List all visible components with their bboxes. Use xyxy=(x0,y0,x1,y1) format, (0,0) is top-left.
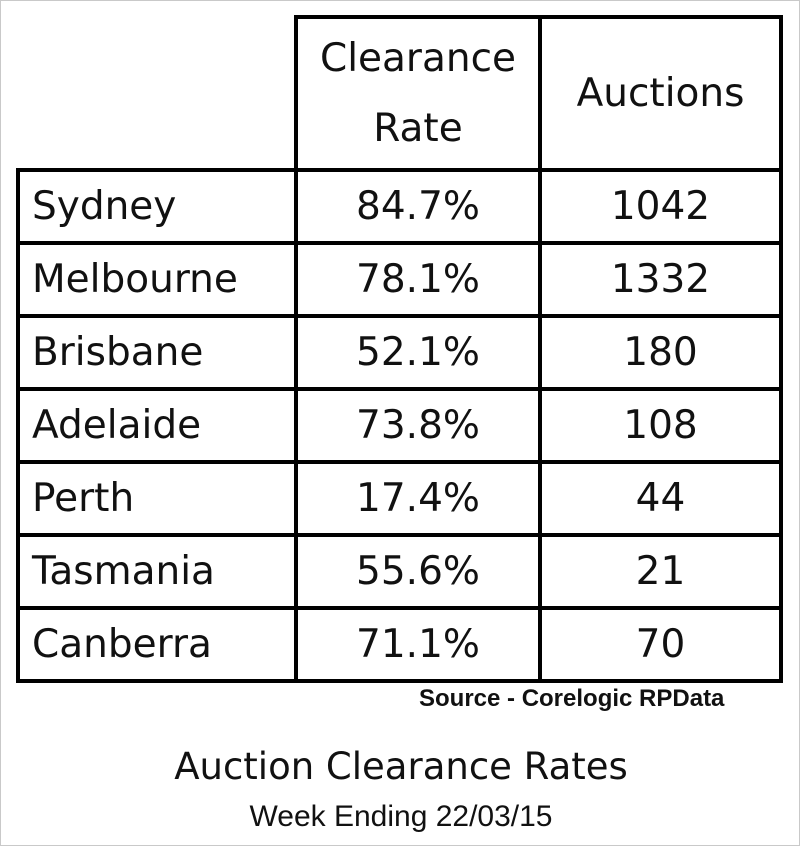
auctions-cell: 21 xyxy=(538,533,783,610)
caption-subtitle: Week Ending 22/03/15 xyxy=(249,800,553,833)
city-cell: Brisbane xyxy=(16,314,298,391)
auctions-cell: 44 xyxy=(538,460,783,537)
table-row: Canberra 71.1% 70 xyxy=(16,606,783,683)
rate-cell: 78.1% xyxy=(294,241,542,318)
auctions-cell: 70 xyxy=(538,606,783,683)
header-blank-cell xyxy=(18,17,298,172)
city-cell: Sydney xyxy=(16,168,298,245)
auctions-cell: 108 xyxy=(538,387,783,464)
table-row: Brisbane 52.1% 180 xyxy=(16,314,783,391)
auctions-cell: 180 xyxy=(538,314,783,391)
city-cell: Tasmania xyxy=(16,533,298,610)
header-clearance-rate: Clearance Rate xyxy=(294,15,542,172)
table-row: Melbourne 78.1% 1332 xyxy=(16,241,783,318)
table-wrapper: Clearance Rate Auctions Sydney 84.7% 104… xyxy=(16,15,783,683)
source-note: Source - Corelogic RPData xyxy=(419,685,725,712)
header-clearance-rate-line1: Clearance xyxy=(319,35,517,81)
city-cell: Canberra xyxy=(16,606,298,683)
header-row: Clearance Rate Auctions xyxy=(18,15,783,172)
rate-cell: 84.7% xyxy=(294,168,542,245)
table-row: Tasmania 55.6% 21 xyxy=(16,533,783,610)
auctions-cell: 1042 xyxy=(538,168,783,245)
table-row: Adelaide 73.8% 108 xyxy=(16,387,783,464)
header-auctions: Auctions xyxy=(538,15,783,172)
caption-title: Auction Clearance Rates xyxy=(174,745,628,788)
city-cell: Perth xyxy=(16,460,298,537)
auctions-cell: 1332 xyxy=(538,241,783,318)
rate-cell: 52.1% xyxy=(294,314,542,391)
header-clearance-rate-line2: Rate xyxy=(373,105,463,151)
table-row: Sydney 84.7% 1042 xyxy=(16,168,783,245)
clearance-rates-table: Clearance Rate Auctions Sydney 84.7% 104… xyxy=(16,15,783,683)
rate-cell: 17.4% xyxy=(294,460,542,537)
rate-cell: 55.6% xyxy=(294,533,542,610)
city-cell: Adelaide xyxy=(16,387,298,464)
city-cell: Melbourne xyxy=(16,241,298,318)
rate-cell: 73.8% xyxy=(294,387,542,464)
rate-cell: 71.1% xyxy=(294,606,542,683)
table-row: Perth 17.4% 44 xyxy=(16,460,783,537)
